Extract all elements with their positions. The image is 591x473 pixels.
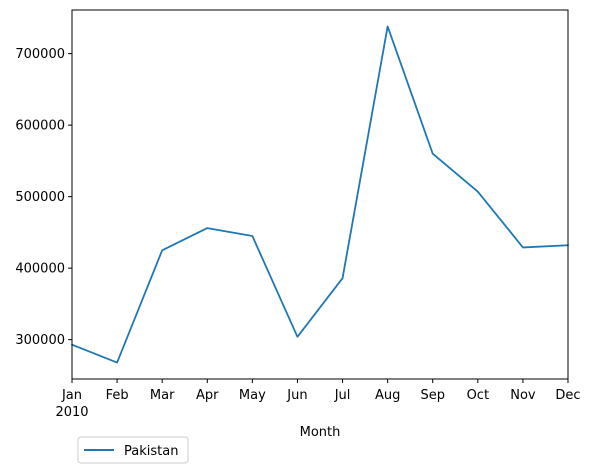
x-tick-label: Aug — [375, 388, 400, 403]
x-tick-label: Mar — [150, 388, 175, 403]
x-axis-ticks: Jan Feb Mar Apr May Jun Jul Aug Sep Oct Nov Dec 2010 — [55, 379, 581, 420]
y-tick-label: 300000 — [15, 333, 65, 348]
x-tick-label: Jan — [61, 388, 82, 403]
x-tick-label: Dec — [555, 388, 580, 403]
x-tick-label: May — [239, 388, 266, 403]
y-tick-label: 700000 — [15, 47, 65, 62]
y-tick-label: 600000 — [15, 119, 65, 134]
y-axis-ticks: 300000 400000 500000 600000 700000 — [15, 47, 72, 348]
x-axis-label: Month — [300, 425, 341, 440]
x-tick-label: Sep — [420, 388, 445, 403]
legend-label-pakistan: Pakistan — [124, 444, 178, 459]
x-tick-year-label: 2010 — [55, 405, 88, 420]
legend: Pakistan — [77, 436, 189, 464]
y-tick-label: 500000 — [15, 190, 65, 205]
series-layer — [71, 25, 569, 364]
x-tick-label: Oct — [467, 388, 489, 403]
series-line-pakistan — [71, 25, 569, 364]
x-tick-label: Apr — [196, 388, 219, 403]
plot-frame — [71, 9, 569, 380]
y-tick-label: 400000 — [15, 262, 65, 277]
x-tick-label: Jun — [286, 388, 307, 403]
x-tick-label: Feb — [106, 388, 129, 403]
x-tick-label: Nov — [510, 388, 536, 403]
legend-box — [77, 436, 189, 464]
x-tick-label: Jul — [334, 388, 351, 403]
